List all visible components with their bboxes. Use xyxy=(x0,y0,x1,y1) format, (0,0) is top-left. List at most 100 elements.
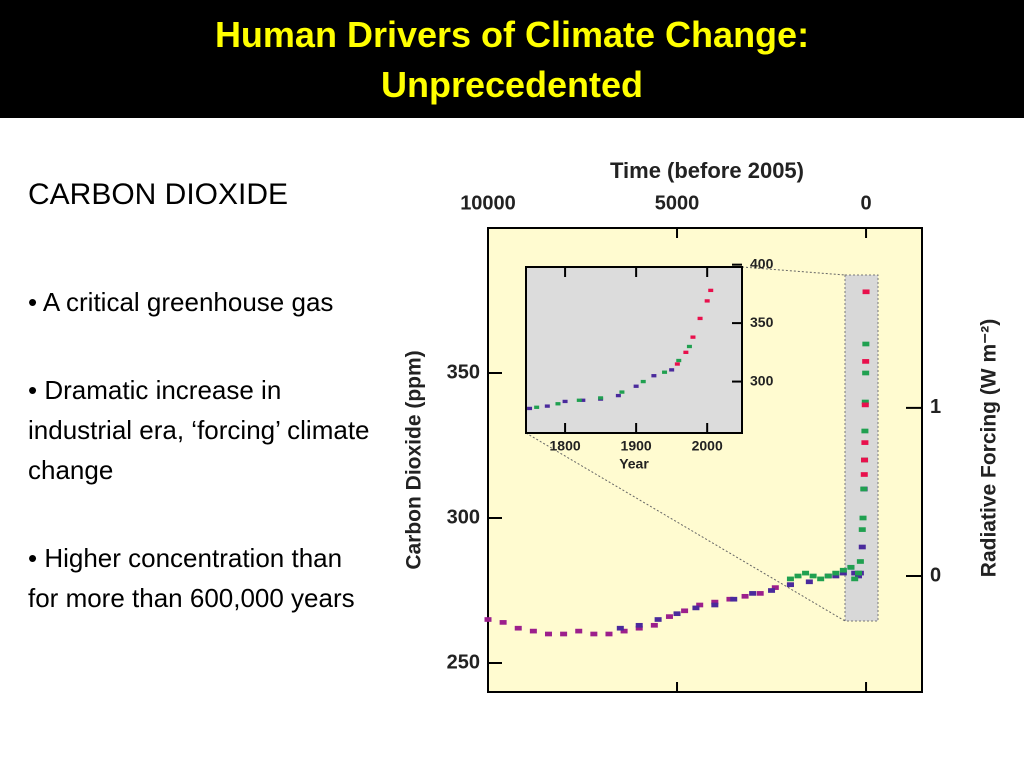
data-point xyxy=(711,602,719,608)
data-point xyxy=(616,625,624,631)
y-tick-label: 300 xyxy=(447,506,480,528)
data-point xyxy=(726,596,734,602)
data-point xyxy=(824,573,832,579)
connector xyxy=(741,266,846,276)
data-point xyxy=(805,579,813,585)
data-point xyxy=(669,368,675,372)
x-tick-label: 10000 xyxy=(460,192,516,214)
data-point xyxy=(514,625,522,631)
data-point xyxy=(862,289,870,295)
data-point xyxy=(809,573,817,579)
data-point xyxy=(862,370,870,376)
data-point xyxy=(832,573,840,579)
data-point xyxy=(651,374,657,378)
data-point xyxy=(640,379,646,384)
data-point xyxy=(768,588,776,593)
data-point xyxy=(756,591,764,596)
data-point xyxy=(499,620,507,625)
data-point xyxy=(861,399,869,405)
data-point xyxy=(697,316,703,321)
x-tick-label: 0 xyxy=(860,192,871,214)
data-point xyxy=(859,515,867,521)
data-point xyxy=(854,570,862,576)
data-point xyxy=(862,341,870,347)
data-point xyxy=(786,582,794,588)
x-tick-label: 1800 xyxy=(550,438,581,454)
y-tick-label: 350 xyxy=(447,361,480,383)
bullet: • Higher concentration than for more tha… xyxy=(28,543,355,613)
data-point xyxy=(839,570,847,576)
x-tick-label: 1900 xyxy=(621,438,652,454)
data-point xyxy=(562,399,568,404)
data-point xyxy=(704,299,710,303)
title-band xyxy=(0,0,1024,118)
data-point xyxy=(786,576,794,582)
bullet-list: • A critical greenhouse gas • Dramatic i… xyxy=(28,282,373,666)
data-point xyxy=(674,362,680,366)
data-point xyxy=(692,605,700,611)
y-axis-title: Carbon Dioxide (ppm) xyxy=(403,350,426,569)
data-point xyxy=(620,628,628,634)
data-point xyxy=(839,567,847,573)
data-point xyxy=(730,596,738,602)
y2-axis-title: Radiative Forcing (W m⁻²) xyxy=(978,319,1001,577)
data-point xyxy=(860,472,868,477)
data-point xyxy=(854,573,862,579)
data-point xyxy=(673,611,681,617)
data-point xyxy=(555,402,561,406)
heading: CARBON DIOXIDE xyxy=(28,178,289,211)
data-point xyxy=(686,344,692,349)
data-point xyxy=(861,440,869,445)
data-point xyxy=(534,405,540,409)
inset-x-title: Year xyxy=(619,456,649,472)
connector xyxy=(525,432,846,622)
data-point xyxy=(615,393,621,398)
data-point xyxy=(544,631,552,637)
data-point xyxy=(858,544,866,550)
data-point xyxy=(708,288,714,293)
data-point xyxy=(847,564,855,570)
data-point xyxy=(544,404,550,408)
data-point xyxy=(696,602,704,608)
data-point xyxy=(527,406,533,411)
data-point xyxy=(817,576,825,582)
bullet: • Dramatic increase in industrial era, ‘… xyxy=(28,375,370,485)
data-point xyxy=(580,398,586,402)
y2-tick-label: 0 xyxy=(930,564,941,586)
title-line: Unprecedented xyxy=(380,64,644,105)
data-point xyxy=(654,617,662,622)
data-point xyxy=(681,608,689,614)
data-point xyxy=(771,585,779,590)
data-point xyxy=(619,390,625,394)
data-point xyxy=(590,631,598,637)
data-point xyxy=(741,593,749,599)
data-point xyxy=(683,350,689,355)
x-tick-label: 2000 xyxy=(692,438,723,454)
data-point xyxy=(575,628,583,634)
data-point xyxy=(633,384,639,388)
data-point xyxy=(598,396,604,400)
y-tick-label: 350 xyxy=(750,314,774,330)
data-point xyxy=(665,614,673,619)
data-point xyxy=(635,625,643,631)
data-point xyxy=(605,631,613,637)
y-tick-label: 250 xyxy=(447,651,480,673)
data-point xyxy=(794,573,802,579)
data-point xyxy=(529,628,537,634)
y2-tick-label: 1 xyxy=(930,396,941,418)
data-point xyxy=(484,617,492,622)
x-tick-label: 5000 xyxy=(655,192,700,214)
data-point xyxy=(749,591,757,596)
title-line: Human Drivers of Climate Change: xyxy=(214,14,810,55)
data-point xyxy=(862,359,870,364)
data-point xyxy=(861,402,869,408)
x-axis-title: Time (before 2005) xyxy=(610,158,804,183)
data-point xyxy=(802,570,810,576)
data-point xyxy=(560,631,568,637)
data-point xyxy=(851,576,859,582)
data-point xyxy=(851,570,859,576)
bullet: • A critical greenhouse gas xyxy=(28,287,334,317)
data-point xyxy=(690,335,696,339)
